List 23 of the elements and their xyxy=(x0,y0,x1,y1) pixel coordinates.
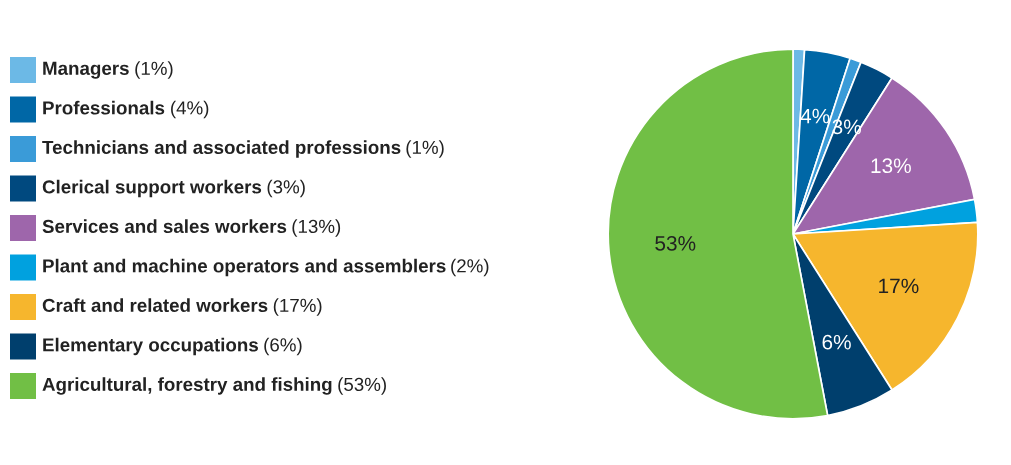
data-label: 13% xyxy=(871,158,911,174)
text: (1%) xyxy=(406,140,444,158)
legend-label: Plant and machine operators and assemblers xyxy=(43,258,446,277)
text: (13%) xyxy=(292,219,341,237)
legend-label: Professionals xyxy=(43,100,165,115)
text: (1%) xyxy=(135,61,173,79)
legend-label: Managers xyxy=(43,61,129,79)
text: (4%) xyxy=(171,100,209,119)
data-label: 17% xyxy=(879,278,919,294)
data-label: 4% xyxy=(800,108,830,124)
legend-label: Craft and related workers xyxy=(42,298,268,313)
legend-label: Elementary occupations xyxy=(43,337,258,356)
text: (53%) xyxy=(338,377,386,395)
data-label: 6% xyxy=(822,334,851,350)
text: (2%) xyxy=(451,258,489,277)
text: (17%) xyxy=(273,298,322,316)
legend-label: Clerical support workers xyxy=(42,179,262,198)
text: (6%) xyxy=(264,337,302,356)
text: (3%) xyxy=(267,179,305,198)
legend-label: Services and sales workers xyxy=(42,219,287,234)
data-label: 53% xyxy=(655,235,696,251)
legend-label: Agricultural, forestry and fishing xyxy=(42,377,332,395)
legend-label: Technicians and associated professions xyxy=(42,140,401,158)
